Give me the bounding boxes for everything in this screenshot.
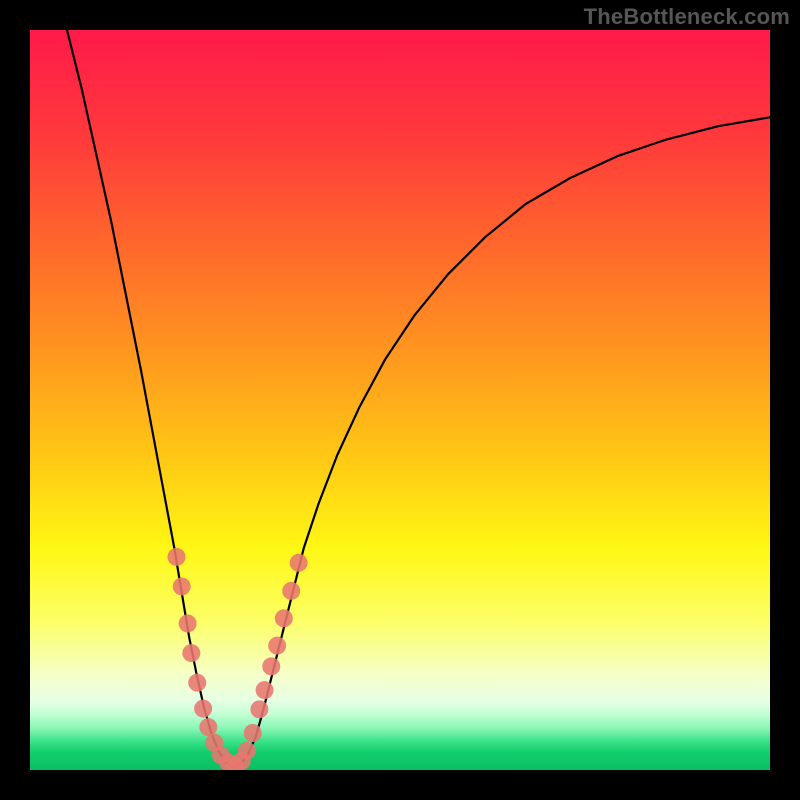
plot-area — [30, 30, 770, 770]
marker-dot — [179, 614, 197, 632]
marker-dot — [182, 644, 200, 662]
marker-dot — [199, 718, 217, 736]
marker-dot — [262, 657, 280, 675]
marker-dot — [188, 674, 206, 692]
marker-dot — [256, 681, 274, 699]
watermark-label: TheBottleneck.com — [584, 4, 790, 30]
plot-svg — [30, 30, 770, 770]
marker-dot — [168, 548, 186, 566]
marker-dot — [173, 577, 191, 595]
marker-dot — [238, 742, 256, 760]
marker-dot — [194, 700, 212, 718]
marker-dot — [244, 724, 262, 742]
marker-dot — [282, 582, 300, 600]
chart-container: TheBottleneck.com — [0, 0, 800, 800]
marker-dot — [250, 700, 268, 718]
marker-dot — [268, 637, 286, 655]
marker-dot — [290, 554, 308, 572]
marker-dot — [275, 609, 293, 627]
